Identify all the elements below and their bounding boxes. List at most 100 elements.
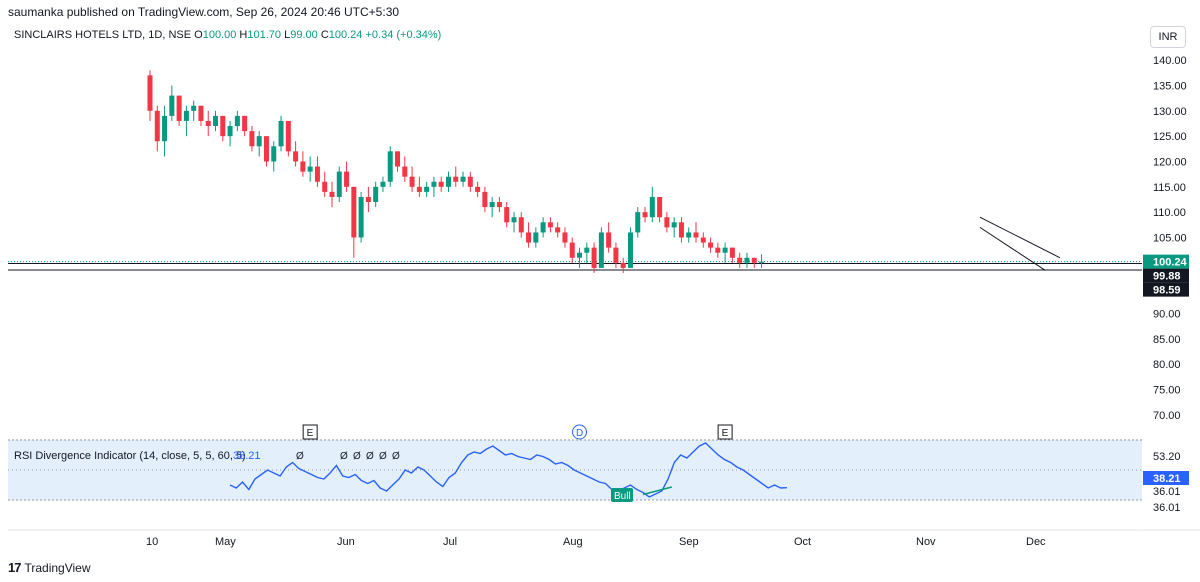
candle-body — [671, 222, 677, 228]
symbol-name: SINCLAIRS HOTELS LTD, 1D, NSE — [14, 29, 192, 41]
candle-body — [183, 110, 189, 121]
candle-body — [526, 232, 532, 243]
candle-body — [700, 237, 706, 243]
time-tick-label: Sep — [679, 536, 699, 548]
candle-body — [518, 217, 524, 233]
candle-body — [744, 257, 750, 263]
open-value: 100.00 — [202, 29, 237, 41]
currency-button[interactable]: INR — [1150, 26, 1186, 48]
price-label-badge — [1143, 268, 1189, 283]
rsi-extra-label: Ø — [379, 451, 387, 462]
candle-body — [300, 161, 306, 172]
candle-body — [489, 202, 495, 208]
candle-body — [307, 166, 313, 172]
candle-body — [387, 151, 393, 182]
candle-body — [547, 222, 553, 228]
candle-body — [591, 247, 597, 268]
candle-body — [569, 242, 575, 258]
event-label: E — [307, 428, 314, 439]
channel-upper-line — [979, 216, 1061, 259]
candle-body — [722, 247, 728, 253]
candle-body — [467, 176, 473, 187]
candle-body — [664, 217, 670, 228]
candle-body — [416, 186, 422, 192]
candle-body — [198, 105, 204, 121]
candle-body — [562, 232, 568, 243]
candle-body — [176, 95, 182, 121]
rsi-current-text: 38.21 — [1153, 473, 1181, 485]
rsi-extra-label: Ø — [366, 451, 374, 462]
candle-body — [504, 207, 510, 223]
event-label: E — [722, 428, 729, 439]
channel-lower-line — [979, 226, 1046, 271]
time-tick-label: Nov — [916, 536, 936, 548]
candle-body — [329, 191, 335, 197]
candle-body — [424, 186, 430, 192]
price-tick-label: 80.00 — [1153, 359, 1181, 371]
price-label-text: 100.24 — [1153, 257, 1188, 269]
price-tick-label: 85.00 — [1153, 334, 1181, 346]
time-tick-label: Jul — [443, 536, 457, 548]
candle-body — [234, 115, 240, 127]
candle-body — [409, 176, 415, 187]
candle-body — [460, 176, 466, 182]
price-label-badge — [1143, 282, 1189, 297]
candle-body — [162, 115, 168, 142]
time-tick-label: May — [215, 536, 236, 548]
price-tick-label: 135.00 — [1153, 80, 1187, 92]
rsi-line — [229, 442, 788, 498]
candle-body — [373, 186, 379, 203]
rsi-tick-label: 36.01 — [1153, 502, 1181, 514]
price-tick-label: 90.00 — [1153, 309, 1181, 321]
price-tick-label: 140.00 — [1153, 55, 1187, 67]
time-tick-label: 10 — [146, 536, 158, 548]
candle-body — [438, 181, 444, 187]
rsi-extra-label: Ø — [340, 451, 348, 462]
candle-body — [715, 247, 721, 253]
candle-body — [395, 151, 401, 167]
price-label-text: 99.88 — [1153, 271, 1181, 283]
candle-body — [751, 257, 757, 263]
close-label: C — [320, 29, 329, 41]
publish-line: saumanka published on TradingView.com, S… — [8, 5, 400, 19]
candle-body — [693, 232, 699, 238]
candle-body — [686, 232, 692, 238]
earnings-event-icon — [302, 424, 318, 440]
low-label: L — [284, 29, 291, 41]
candle-body — [598, 232, 604, 268]
candle-body — [708, 242, 714, 248]
event-label: D — [576, 428, 583, 439]
candle-body — [613, 247, 619, 263]
candle-body — [336, 171, 342, 197]
price-tick-label: 110.00 — [1153, 207, 1186, 219]
price-tick-label: 115.00 — [1153, 182, 1186, 194]
price-tick-label: 130.00 — [1153, 106, 1187, 118]
candle-body — [635, 212, 641, 233]
candle-body — [759, 261, 765, 263]
candle-body — [314, 166, 320, 182]
candle-body — [606, 232, 612, 248]
candle-body — [555, 227, 561, 233]
time-tick-label: Dec — [1026, 536, 1046, 548]
time-tick-label: Oct — [794, 536, 811, 548]
candle-body — [220, 115, 226, 137]
candle-body — [627, 232, 633, 268]
candle-body — [169, 95, 175, 116]
candle-body — [227, 126, 233, 137]
time-tick-label: Aug — [563, 536, 583, 548]
price-tick-label: 70.00 — [1153, 410, 1181, 422]
price-tick-label: 125.00 — [1153, 131, 1187, 143]
candle-body — [737, 257, 743, 263]
candle-body — [191, 105, 197, 111]
candle-body — [649, 196, 655, 218]
earnings-event-icon — [717, 424, 733, 440]
candle-body — [322, 181, 328, 192]
change-value: +0.34 (+0.34%) — [365, 29, 442, 41]
high-value: 101.70 — [247, 29, 282, 41]
candle-body — [380, 181, 386, 187]
bull-badge — [611, 488, 633, 502]
candle-body — [293, 151, 299, 162]
candle-body — [496, 202, 502, 208]
candle-body — [475, 186, 481, 192]
